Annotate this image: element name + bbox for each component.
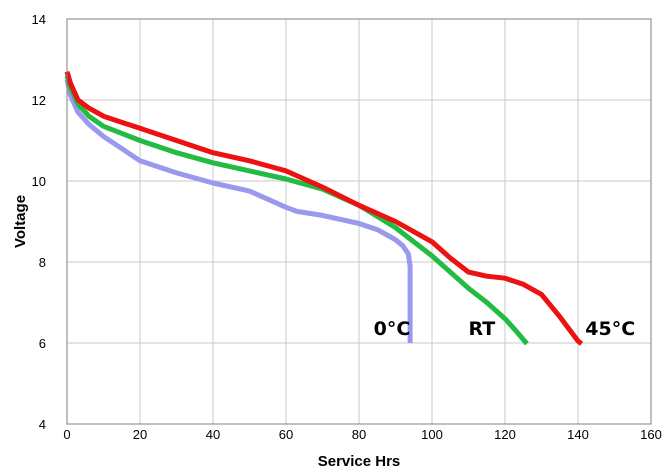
x-axis-title: Service Hrs (318, 453, 401, 469)
series-labels: 0°C RT 45°C (374, 318, 636, 340)
y-tick-label: 12 (32, 93, 46, 108)
x-tick-label: 20 (133, 427, 147, 442)
y-tick-label: 10 (32, 174, 46, 189)
series-group (64, 70, 584, 346)
series-label: 45°C (585, 318, 635, 340)
x-tick-label: 40 (206, 427, 220, 442)
series-line (64, 70, 584, 346)
x-tick-label: 160 (640, 427, 662, 442)
x-tick-label: 60 (279, 427, 293, 442)
x-tick-label: 0 (63, 427, 70, 442)
series-label: RT (469, 318, 496, 340)
series-line (64, 79, 413, 343)
x-tick-label: 80 (352, 427, 366, 442)
y-tick-label: 6 (39, 336, 46, 351)
y-tick-label: 14 (32, 12, 46, 27)
x-tick-label: 100 (421, 427, 443, 442)
x-tick-label: 140 (567, 427, 589, 442)
series-label: 0°C (374, 318, 411, 340)
plot-frame (66, 18, 652, 425)
y-tick-label: 8 (39, 255, 46, 270)
series-line (64, 74, 529, 346)
tick-labels: 0 20 40 60 80 100 120 140 160 4 6 8 10 12 14 (32, 12, 662, 442)
x-tick-label: 120 (494, 427, 516, 442)
y-axis-title: Voltage (12, 195, 29, 248)
y-tick-label: 4 (39, 417, 46, 432)
